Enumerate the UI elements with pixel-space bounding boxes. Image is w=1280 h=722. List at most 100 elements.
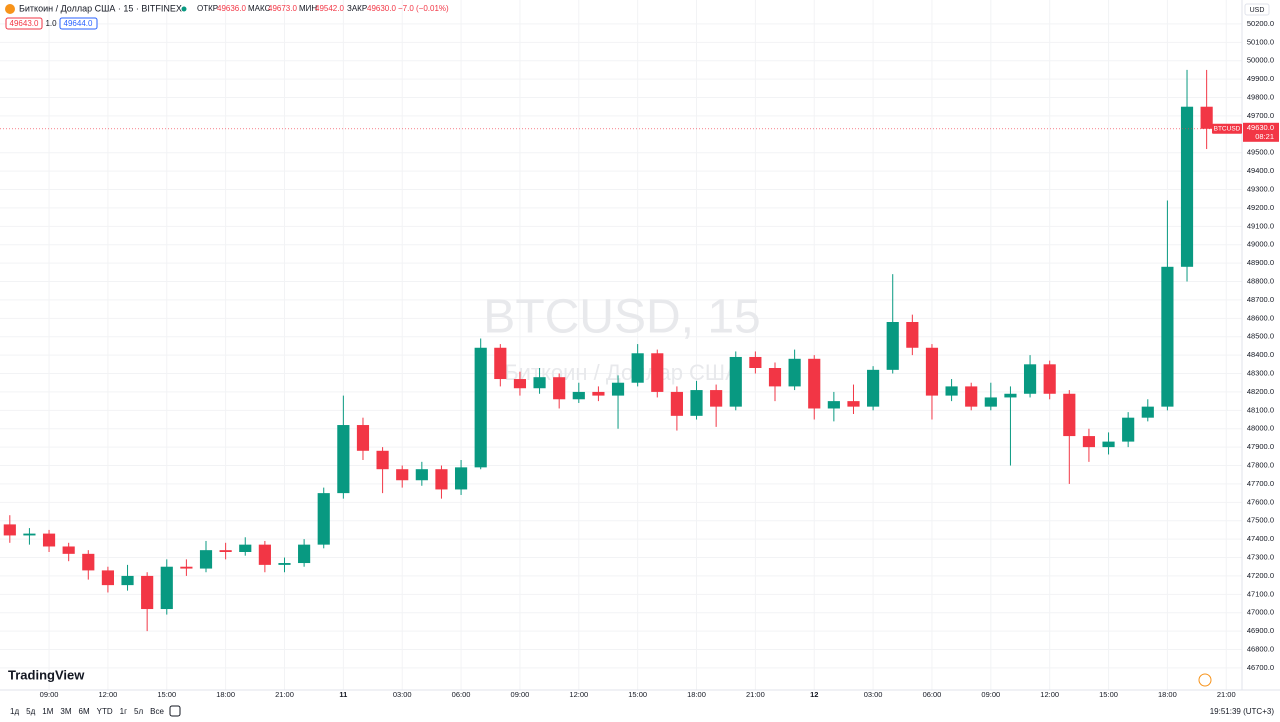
range-button[interactable]: 1д xyxy=(10,707,19,716)
sell-price[interactable]: 49643.0 xyxy=(10,19,39,28)
candle-body xyxy=(1082,436,1096,448)
buy-button[interactable] xyxy=(59,17,98,30)
close-value: 49630.0 xyxy=(367,4,396,13)
y-tick-label: 47700.0 xyxy=(1247,479,1274,488)
candle-body xyxy=(278,563,291,565)
candle-body xyxy=(1122,417,1135,442)
candle-body xyxy=(101,570,114,586)
candle-body xyxy=(298,544,311,564)
y-tick-label: 49200.0 xyxy=(1247,203,1274,212)
logo[interactable]: TradingView xyxy=(8,667,85,682)
event-icon[interactable] xyxy=(1198,673,1212,687)
candle-body xyxy=(376,450,389,470)
x-tick-label: 21:00 xyxy=(1217,690,1236,699)
candle-body xyxy=(611,382,625,396)
x-tick-label: 15:00 xyxy=(157,690,176,699)
range-button[interactable]: 1г xyxy=(120,707,127,716)
buy-price[interactable]: 49644.0 xyxy=(64,19,93,28)
symbol: Биткоин / Доллар США · 15 · BITFINEX xyxy=(19,3,182,13)
y-tick-label: 46700.0 xyxy=(1247,663,1274,672)
candle-body xyxy=(396,469,409,481)
range-button[interactable]: 5д xyxy=(26,707,35,716)
open-value: 49636.0 xyxy=(217,4,246,13)
y-tick-label: 50200.0 xyxy=(1247,19,1274,28)
candle-body xyxy=(1180,106,1194,267)
candle-body xyxy=(474,347,487,468)
y-tick-label: 47500.0 xyxy=(1247,516,1274,525)
close-label: ЗАКР xyxy=(347,4,367,13)
plot xyxy=(0,69,1242,632)
range-button[interactable]: Все xyxy=(150,707,164,716)
candle-body xyxy=(572,391,585,400)
candle-body xyxy=(553,377,566,400)
x-tick-label: 18:00 xyxy=(687,690,706,699)
candle-body xyxy=(1102,441,1115,448)
candle-body xyxy=(239,544,252,552)
currency[interactable]: USD xyxy=(1250,7,1265,14)
x-tick-label: 06:00 xyxy=(452,690,471,699)
axes: 46700.0 46800.0 46900.0 47000.0 47100.0 47200… xyxy=(40,19,1279,699)
symbol-label-bg xyxy=(1212,123,1242,134)
countdown: 08:21 xyxy=(1255,132,1274,141)
clock: 19:51:39 (UTC+3) xyxy=(1210,707,1275,716)
y-tick-label: 46800.0 xyxy=(1247,645,1274,654)
range-button[interactable]: 5л xyxy=(134,707,143,716)
y-tick-label: 49100.0 xyxy=(1247,221,1274,230)
y-tick-label: 49900.0 xyxy=(1247,74,1274,83)
range-button[interactable]: 6М xyxy=(79,707,90,716)
candle-body xyxy=(1161,266,1174,407)
candle-body xyxy=(631,353,644,383)
symbol-label: BTCUSD xyxy=(1214,126,1241,133)
x-tick-label: 11 xyxy=(339,690,347,699)
candle-body xyxy=(82,553,95,571)
candle-body xyxy=(808,358,821,409)
y-tick-label: 47300.0 xyxy=(1247,553,1274,562)
y-tick-label: 49000.0 xyxy=(1247,240,1274,249)
candle-body xyxy=(984,397,997,407)
candle-body xyxy=(160,566,173,610)
candle-body xyxy=(1141,406,1154,418)
candle-body xyxy=(788,358,801,387)
x-tick-label: 18:00 xyxy=(1158,690,1177,699)
candle-body xyxy=(592,391,605,396)
y-tick-label: 48700.0 xyxy=(1247,295,1274,304)
y-tick-label: 48100.0 xyxy=(1247,405,1274,414)
x-tick-label: 18:00 xyxy=(216,690,235,699)
candle-body xyxy=(1004,393,1017,398)
candle-body xyxy=(42,533,56,547)
y-tick-label: 48200.0 xyxy=(1247,387,1274,396)
y-tick-label: 48800.0 xyxy=(1247,277,1274,286)
y-tick-label: 47900.0 xyxy=(1247,442,1274,451)
candle-body xyxy=(3,524,16,536)
date-range-icon[interactable] xyxy=(169,705,181,717)
candle-body xyxy=(356,425,370,451)
y-tick-label: 47800.0 xyxy=(1247,461,1274,470)
y-tick-label: 47000.0 xyxy=(1247,608,1274,617)
candle-body xyxy=(710,390,723,407)
range-button[interactable]: 3М xyxy=(60,707,71,716)
candle-body xyxy=(62,546,75,554)
range-button[interactable]: 1М xyxy=(42,707,53,716)
range-button[interactable]: YTD xyxy=(97,707,113,716)
y-tick-label: 47200.0 xyxy=(1247,571,1274,580)
candle-body xyxy=(670,391,683,416)
candle-body xyxy=(1043,364,1056,394)
candle-body xyxy=(925,347,939,396)
x-tick-label: 12 xyxy=(810,690,818,699)
y-tick-label: 47600.0 xyxy=(1247,497,1274,506)
sell-button[interactable] xyxy=(5,17,43,30)
candle-body xyxy=(768,368,782,387)
candle-body xyxy=(749,356,762,368)
quantity[interactable]: 1.0 xyxy=(45,19,57,28)
x-tick-label: 15:00 xyxy=(628,690,647,699)
y-tick-label: 47400.0 xyxy=(1247,534,1274,543)
price-label: 49630.0 xyxy=(1247,123,1274,132)
watermark: BTCUSD, 15 xyxy=(483,291,760,344)
y-tick-label: 50100.0 xyxy=(1247,37,1274,46)
candle-body xyxy=(494,347,507,380)
y-tick-label: 48400.0 xyxy=(1247,350,1274,359)
x-tick-label: 09:00 xyxy=(511,690,530,699)
currency-button[interactable] xyxy=(1244,3,1270,16)
grid xyxy=(0,0,1242,690)
